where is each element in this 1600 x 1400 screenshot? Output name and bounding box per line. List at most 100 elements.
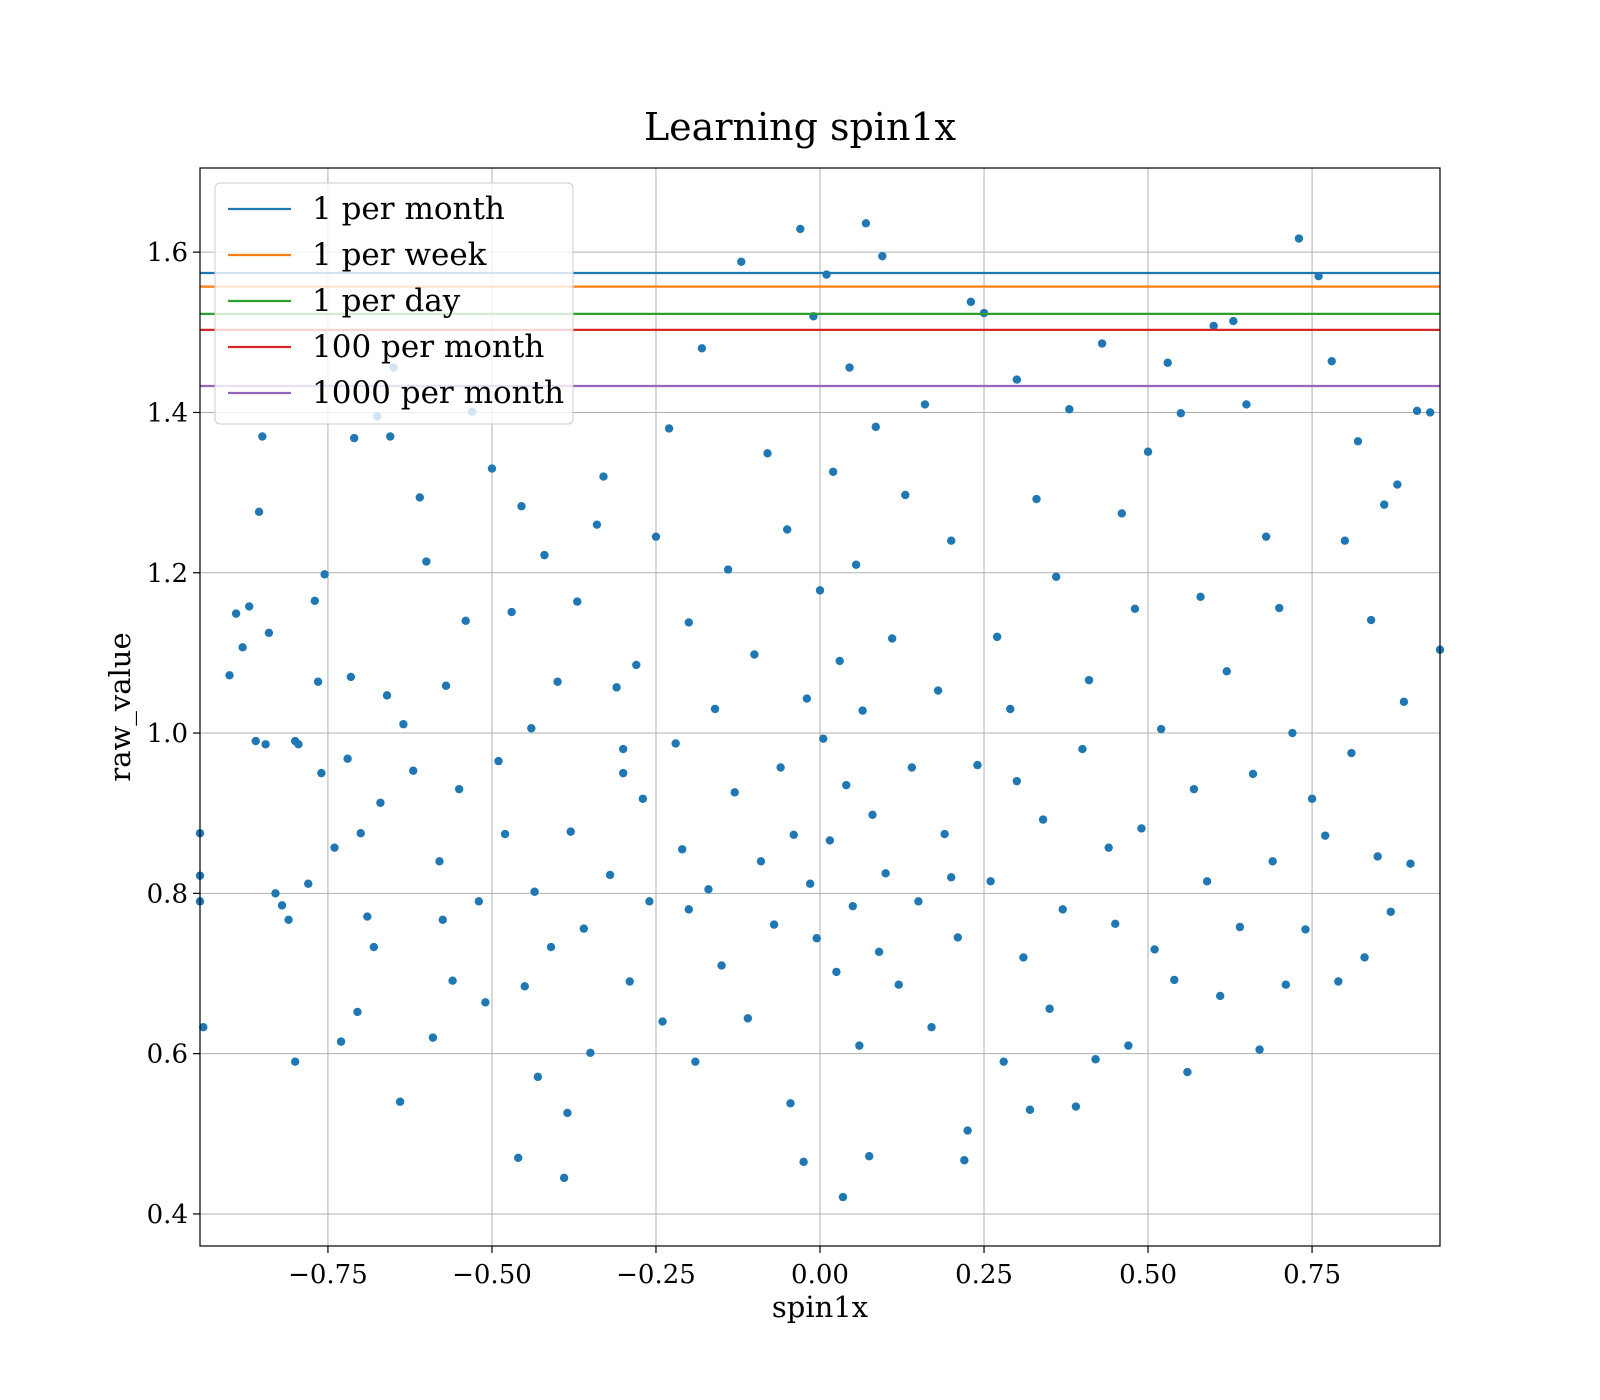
scatter-point: [947, 536, 956, 545]
scatter-point: [825, 836, 835, 845]
scatter-point: [851, 560, 861, 569]
scatter-point: [940, 829, 949, 839]
scatter-point: [1196, 592, 1205, 601]
scatter-point: [894, 980, 903, 989]
scatter-point: [1137, 824, 1146, 833]
scatter-point: [992, 632, 1002, 642]
scatter-point: [290, 736, 300, 746]
scatter-point: [376, 798, 385, 807]
x-tick-label: −0.50: [452, 1260, 532, 1290]
scatter-point: [802, 694, 812, 703]
scatter-point: [245, 602, 254, 611]
legend-label: 1 per week: [312, 237, 487, 273]
scatter-point: [1248, 769, 1258, 779]
legend-label: 1 per day: [312, 283, 461, 319]
scatter-point: [868, 810, 877, 819]
scatter-point: [625, 977, 634, 986]
scatter-point: [1045, 1004, 1054, 1013]
scatter-point: [691, 1057, 700, 1066]
scatter-point: [1156, 724, 1166, 734]
scatter-point: [1124, 1041, 1133, 1050]
scatter-point: [1111, 919, 1120, 929]
scatter-point: [290, 1057, 300, 1066]
scatter-point: [284, 915, 293, 924]
scatter-point: [645, 897, 654, 906]
scatter-point: [927, 1022, 936, 1032]
scatter-point: [838, 1192, 848, 1202]
x-axis-ticks: −0.75 −0.50 −0.25 0.00 0.25 0.50 0.75: [288, 1246, 1341, 1290]
scatter-point: [842, 780, 851, 790]
scatter-points: [195, 219, 1445, 1202]
scatter-point: [599, 472, 608, 481]
scatter-point: [517, 502, 526, 511]
scatter-point: [1235, 922, 1245, 932]
scatter-point: [481, 998, 490, 1007]
scatter-point: [1314, 272, 1323, 281]
scatter-point: [963, 1126, 972, 1135]
scatter-point: [336, 1037, 346, 1046]
scatter-point: [907, 763, 917, 772]
scatter-point: [848, 901, 858, 911]
scatter-point: [1019, 953, 1028, 962]
scatter-point: [199, 1022, 208, 1032]
scatter-point: [999, 1057, 1008, 1066]
scatter-point: [704, 885, 713, 894]
scatter-point: [796, 224, 805, 234]
scatter-point: [684, 905, 693, 914]
scatter-point: [1406, 859, 1415, 868]
scatter-point: [258, 432, 267, 441]
scatter-point: [254, 507, 264, 517]
scatter-point: [1347, 748, 1356, 758]
scatter-point: [514, 1153, 523, 1163]
scatter-point: [1360, 953, 1369, 962]
legend-label: 1000 per month: [312, 375, 564, 411]
legend: 1 per month 1 per week 1 per day 100 per mo…: [214, 182, 574, 425]
scatter-point: [349, 433, 359, 443]
grid-layer: [200, 168, 1440, 1246]
scatter-point: [356, 829, 365, 838]
y-axis-ticks: 0.4 0.6 0.8 1.0 1.2 1.4 1.6: [147, 238, 200, 1230]
scatter-point: [678, 845, 687, 854]
scatter-point: [887, 634, 897, 643]
scatter-point: [819, 734, 828, 743]
scatter-point: [697, 344, 707, 353]
scatter-point: [313, 677, 323, 686]
scatter-point: [786, 1099, 795, 1108]
scatter-point: [1229, 316, 1238, 326]
scatter-point: [1209, 321, 1218, 331]
scatter-point: [409, 766, 418, 775]
x-axis-label: spin1x: [772, 1290, 868, 1324]
legend-box: [214, 182, 574, 425]
scatter-point: [261, 740, 270, 749]
scatter-point: [1143, 447, 1153, 456]
y-tick-label: 0.8: [147, 879, 188, 909]
scatter-point: [1399, 697, 1409, 706]
scatter-point: [586, 1048, 595, 1058]
scatter-point: [1065, 405, 1074, 414]
scatter-point: [763, 449, 772, 458]
scatter-point: [914, 897, 923, 906]
scatter-point: [960, 1156, 969, 1165]
scatter-point: [1242, 400, 1251, 409]
scatter-point: [832, 967, 841, 977]
scatter-point: [855, 1041, 864, 1050]
scatter-point: [1380, 500, 1389, 509]
scatter-point: [874, 947, 884, 957]
scatter-point: [1163, 358, 1172, 367]
scatter-point: [858, 706, 867, 715]
scatter-point: [1071, 1102, 1081, 1111]
scatter-point: [1334, 977, 1343, 986]
scatter-point: [527, 724, 536, 733]
scatter-point: [723, 565, 733, 574]
x-tick-label: −0.75: [288, 1260, 368, 1290]
scatter-point: [225, 671, 234, 680]
scatter-point: [986, 877, 995, 886]
scatter-point: [632, 660, 641, 670]
scatter-point: [271, 889, 280, 898]
scatter-point: [776, 763, 785, 772]
y-tick-label: 1.0: [147, 719, 188, 749]
scatter-point: [454, 784, 464, 794]
scatter-point: [1275, 603, 1284, 613]
scatter-point: [1150, 945, 1159, 954]
